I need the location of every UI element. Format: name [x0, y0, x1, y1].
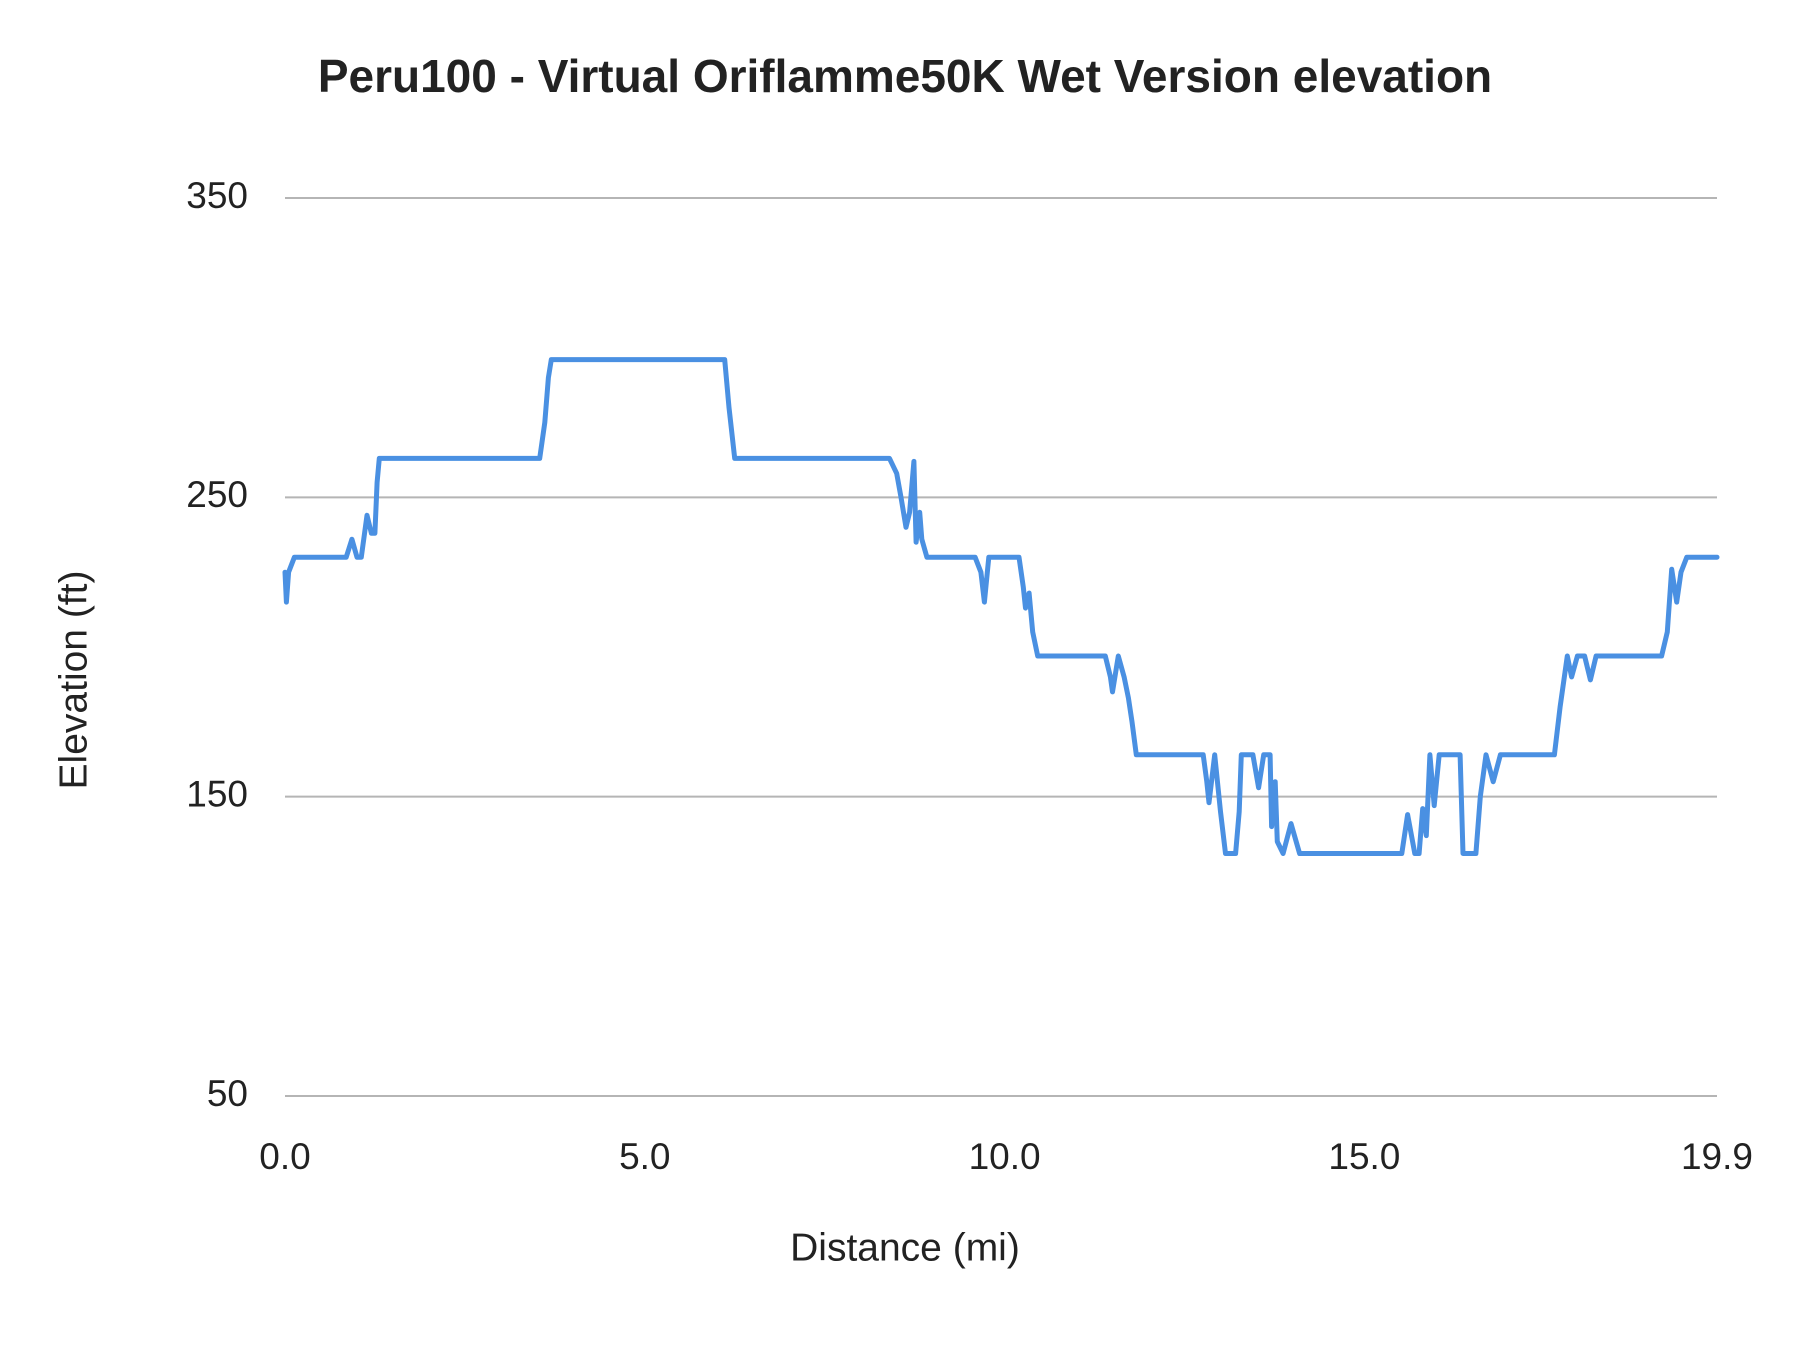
y-tick-label: 350: [186, 175, 248, 216]
y-axis-label: Elevation (ft): [52, 571, 95, 790]
x-tick-label: 15.0: [1328, 1136, 1400, 1177]
chart-title: Peru100 - Virtual Oriflamme50K Wet Versi…: [318, 50, 1492, 102]
x-tick-label: 10.0: [969, 1136, 1041, 1177]
elevation-line: [282, 357, 1720, 856]
y-tick-label: 250: [186, 474, 248, 515]
x-tick-label: 5.0: [619, 1136, 670, 1177]
y-tick-label: 50: [207, 1073, 248, 1114]
x-tick-label: 0.0: [259, 1136, 310, 1177]
x-axis-label: Distance (mi): [790, 1226, 1020, 1269]
y-tick-label: 150: [186, 773, 248, 814]
x-tick-label: 19.9: [1681, 1136, 1753, 1177]
